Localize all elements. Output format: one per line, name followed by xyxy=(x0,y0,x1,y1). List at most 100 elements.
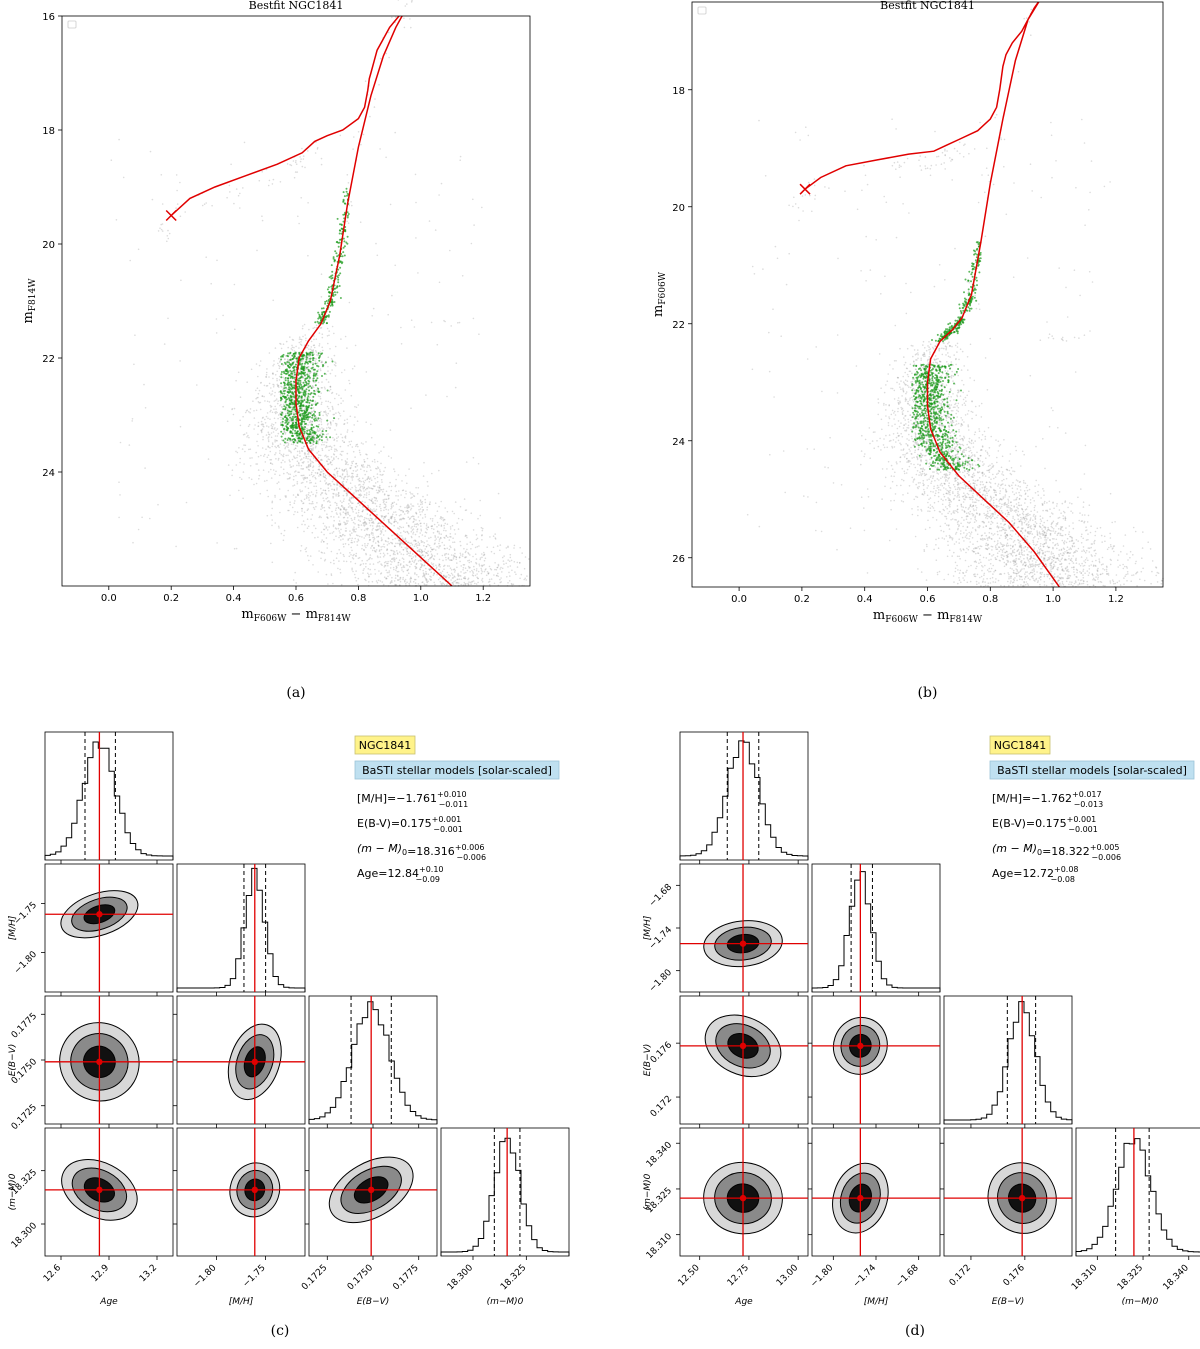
star-point xyxy=(450,536,452,538)
fit-point xyxy=(302,369,305,372)
field-star xyxy=(320,541,323,543)
fit-point xyxy=(308,360,311,363)
fit-point xyxy=(311,435,314,438)
star-point xyxy=(278,379,281,381)
star-point xyxy=(465,509,468,511)
star-point xyxy=(408,506,411,508)
star-point xyxy=(327,356,330,359)
star-point xyxy=(331,392,333,395)
fit-point xyxy=(293,438,296,441)
star-point xyxy=(373,458,376,461)
star-point xyxy=(321,468,323,471)
star-point xyxy=(422,572,425,574)
fit-point xyxy=(297,437,300,440)
star-point xyxy=(330,574,333,577)
star-point xyxy=(388,570,391,572)
star-point xyxy=(371,557,373,560)
star-point xyxy=(247,425,250,428)
star-point xyxy=(357,445,359,448)
star-point xyxy=(369,477,372,479)
star-point xyxy=(313,344,316,347)
star-point xyxy=(960,530,962,532)
star-point xyxy=(499,578,501,581)
star-point xyxy=(367,475,370,478)
star-point xyxy=(339,485,341,488)
star-point xyxy=(384,565,387,567)
star-point xyxy=(372,534,374,536)
star-point xyxy=(460,578,463,581)
hb-star xyxy=(201,204,204,207)
star-point xyxy=(270,432,273,434)
star-point xyxy=(323,540,325,543)
star-point xyxy=(335,467,338,470)
star-point xyxy=(409,551,412,553)
star-point xyxy=(483,559,486,562)
star-point xyxy=(426,480,429,483)
star-point xyxy=(375,549,378,551)
star-point xyxy=(985,506,987,508)
fit-point xyxy=(303,430,306,433)
star-point xyxy=(310,502,313,505)
star-point xyxy=(334,364,337,367)
star-point xyxy=(438,565,440,567)
plot-area xyxy=(62,16,530,586)
star-point xyxy=(1010,508,1013,510)
star-point xyxy=(440,500,443,503)
field-star xyxy=(414,173,417,176)
star-point xyxy=(414,573,416,575)
star-point xyxy=(283,430,286,433)
star-point xyxy=(360,563,362,566)
star-point xyxy=(340,539,342,541)
star-point xyxy=(429,550,432,553)
star-point xyxy=(307,487,310,490)
star-point xyxy=(306,450,309,453)
star-point xyxy=(339,445,342,448)
field-star xyxy=(459,155,462,158)
star-point xyxy=(357,557,360,560)
star-point xyxy=(378,549,381,551)
star-point xyxy=(335,495,337,497)
star-point xyxy=(405,540,407,542)
fit-point xyxy=(302,371,305,374)
star-point xyxy=(511,569,513,572)
star-point xyxy=(286,478,289,480)
star-point xyxy=(409,578,411,580)
star-point xyxy=(340,486,343,489)
star-point xyxy=(266,479,268,482)
field-star xyxy=(279,181,282,183)
star-point xyxy=(426,528,429,531)
star-point xyxy=(513,561,516,563)
star-point xyxy=(272,469,275,471)
star-point xyxy=(427,526,429,529)
fit-point xyxy=(280,371,283,373)
star-point xyxy=(351,541,354,544)
star-point xyxy=(280,343,282,345)
star-point xyxy=(382,517,385,520)
hb-star xyxy=(294,171,297,173)
star-point xyxy=(355,486,357,489)
star-point xyxy=(442,574,445,577)
star-point xyxy=(415,542,418,545)
star-point xyxy=(431,518,434,520)
star-point xyxy=(388,497,390,500)
fit-point xyxy=(292,424,295,427)
field-star xyxy=(119,441,122,444)
field-star xyxy=(339,134,342,137)
fit-point xyxy=(340,223,343,226)
star-point xyxy=(320,410,322,413)
star-point xyxy=(445,552,448,555)
fit-point xyxy=(311,366,314,369)
star-point xyxy=(883,404,885,406)
star-point xyxy=(325,573,328,576)
star-point xyxy=(352,460,355,463)
star-point xyxy=(451,577,454,579)
star-point xyxy=(321,336,324,339)
star-point xyxy=(457,572,459,575)
fit-point xyxy=(296,430,299,433)
star-point xyxy=(392,552,395,555)
star-point xyxy=(301,500,303,503)
star-point xyxy=(348,503,350,505)
star-point xyxy=(344,512,347,514)
star-point xyxy=(429,575,432,578)
